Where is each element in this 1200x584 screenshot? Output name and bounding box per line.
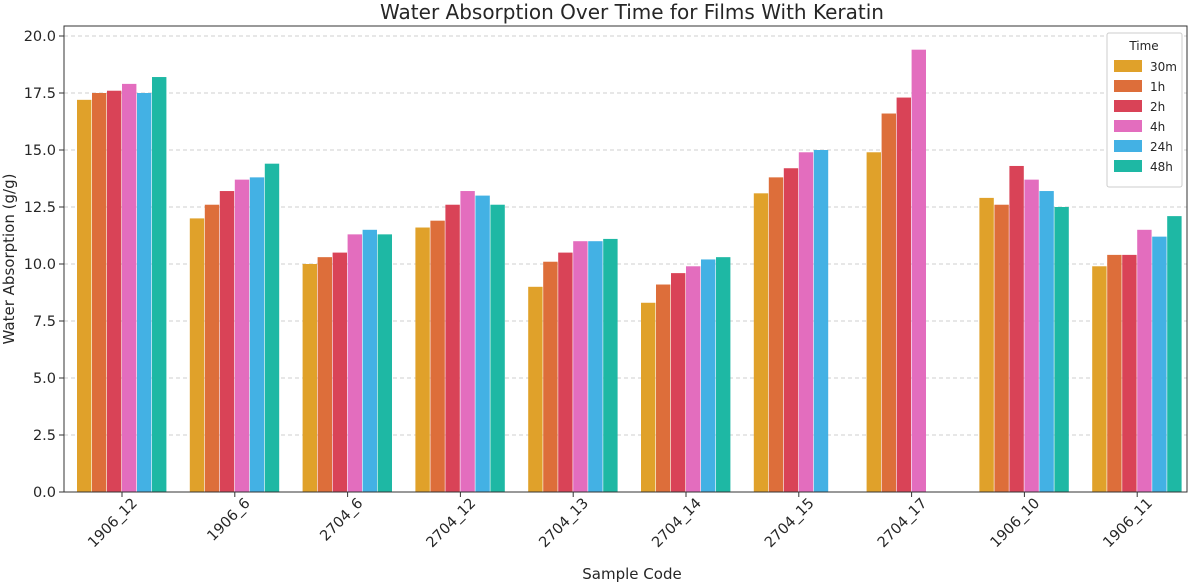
- bar-24h-2704_15: [813, 150, 829, 492]
- y-tick-label: 12.5: [24, 200, 56, 216]
- bar-1h-1906_10: [994, 204, 1009, 492]
- bar-30m-2704_13: [528, 286, 543, 492]
- bar-2h-1906_12: [107, 90, 122, 492]
- bar-1h-1906_12: [92, 93, 107, 492]
- bar-24h-2704_12: [475, 195, 490, 492]
- x-tick-label: 2704_15: [762, 496, 818, 552]
- bar-4h-2704_14: [686, 266, 701, 492]
- y-tick-label: 0.0: [33, 485, 56, 501]
- y-tick-label: 10.0: [24, 257, 56, 273]
- bar-30m-1906_10: [979, 197, 994, 492]
- bar-30m-2704_17: [866, 152, 881, 492]
- bar-48h-1906_10: [1054, 207, 1069, 492]
- legend-label-30m: 30m: [1150, 60, 1177, 74]
- bar-24h-1906_12: [137, 93, 152, 492]
- y-tick-label: 7.5: [33, 314, 56, 330]
- bar-1h-1906_11: [1107, 254, 1122, 492]
- bar-4h-1906_12: [122, 83, 137, 492]
- bar-4h-2704_12: [460, 191, 475, 493]
- bar-2h-2704_6: [332, 252, 347, 492]
- x-tick-label: 2704_12: [424, 496, 480, 552]
- bar-30m-2704_15: [753, 193, 769, 492]
- bar-4h-2704_13: [573, 241, 588, 492]
- legend-swatch-4h: [1114, 120, 1142, 132]
- legend-label-48h: 48h: [1150, 160, 1173, 174]
- bar-24h-2704_14: [701, 259, 716, 492]
- bar-1h-2704_15: [768, 177, 784, 493]
- bar-4h-1906_11: [1137, 229, 1152, 493]
- bar-48h-1906_6: [264, 163, 280, 492]
- y-tick-label: 2.5: [33, 428, 56, 444]
- bar-24h-1906_11: [1152, 236, 1167, 492]
- bar-4h-1906_6: [234, 179, 250, 492]
- y-tick-label: 5.0: [33, 371, 56, 387]
- bar-48h-2704_12: [490, 204, 505, 492]
- y-axis: 0.0 2.5 5.0 7.5 10.0 12.5 15.0 17.5 20.0: [24, 29, 64, 501]
- plot-area-frame: [63, 25, 1188, 493]
- legend-swatch-24h: [1114, 140, 1142, 152]
- x-tick-label: 1906_6: [205, 496, 254, 545]
- bar-30m-1906_11: [1092, 266, 1107, 492]
- x-axis-label: Sample Code: [582, 565, 681, 583]
- bar-2h-1906_6: [219, 191, 235, 493]
- bar-1h-2704_12: [430, 220, 445, 492]
- bar-48h-1906_11: [1167, 216, 1182, 492]
- bar-30m-2704_6: [302, 264, 317, 492]
- x-tick-label: 1906_11: [1100, 496, 1156, 552]
- x-tick-label: 1906_12: [85, 496, 141, 552]
- bar-48h-2704_13: [603, 238, 618, 492]
- bar-1h-2704_6: [317, 257, 332, 492]
- bar-2h-1906_11: [1122, 254, 1137, 492]
- bar-24h-1906_10: [1039, 191, 1054, 493]
- x-tick-label: 2704_13: [536, 496, 592, 552]
- y-tick-label: 17.5: [24, 86, 56, 102]
- bar-30m-1906_6: [189, 218, 205, 492]
- legend: Time 30m 1h 2h 4h 24h 48h: [1106, 32, 1183, 188]
- bar-4h-2704_15: [798, 152, 814, 492]
- bar-2h-2704_12: [445, 204, 460, 492]
- x-tick-label: 2704_6: [317, 496, 366, 545]
- bar-4h-2704_17: [911, 49, 926, 493]
- bar-30m-2704_14: [641, 302, 656, 492]
- legend-label-2h: 2h: [1150, 100, 1165, 114]
- bar-2h-1906_10: [1009, 165, 1024, 492]
- bar-4h-2704_6: [347, 234, 362, 493]
- bar-48h-2704_14: [716, 257, 731, 492]
- x-axis: 1906_12 1906_6 2704_6 2704_12 2704_13 2704_14…: [85, 492, 1156, 551]
- bar-2h-2704_14: [671, 273, 686, 492]
- gridlines: [64, 35, 1187, 436]
- bar-1h-1906_6: [204, 204, 220, 492]
- x-tick-label: 1906_10: [988, 496, 1044, 552]
- legend-swatch-1h: [1114, 80, 1142, 92]
- bar-1h-2704_17: [881, 113, 896, 493]
- bar-2h-2704_13: [558, 252, 573, 492]
- bar-48h-1906_12: [152, 77, 167, 492]
- bar-30m-1906_12: [77, 99, 92, 492]
- bar-4h-1906_10: [1024, 179, 1039, 492]
- y-tick-label: 15.0: [24, 143, 56, 159]
- legend-label-4h: 4h: [1150, 120, 1165, 134]
- legend-title: Time: [1128, 39, 1158, 53]
- bar-30m-2704_12: [415, 227, 430, 492]
- bar-2h-2704_15: [783, 168, 799, 493]
- bar-24h-1906_6: [249, 177, 265, 493]
- bar-24h-2704_6: [362, 229, 377, 493]
- chart-title: Water Absorption Over Time for Films Wit…: [380, 0, 884, 24]
- bar-48h-2704_6: [377, 234, 392, 493]
- bars: [77, 49, 1182, 493]
- legend-label-1h: 1h: [1150, 80, 1165, 94]
- bar-2h-2704_17: [896, 97, 911, 492]
- legend-label-24h: 24h: [1150, 140, 1173, 154]
- legend-swatch-48h: [1114, 160, 1142, 172]
- bar-1h-2704_14: [656, 284, 671, 492]
- bar-24h-2704_13: [588, 241, 603, 492]
- y-axis-label: Water Absorption (g/g): [0, 174, 18, 345]
- bar-1h-2704_13: [543, 261, 558, 492]
- x-tick-label: 2704_17: [875, 496, 931, 552]
- y-tick-label: 20.0: [24, 29, 56, 45]
- legend-swatch-30m: [1114, 60, 1142, 72]
- legend-swatch-2h: [1114, 100, 1142, 112]
- x-tick-label: 2704_14: [649, 496, 705, 552]
